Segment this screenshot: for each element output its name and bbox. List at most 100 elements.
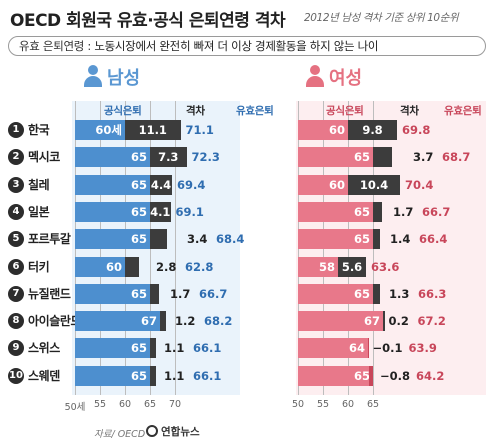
- rank-badge: 1: [8, 122, 24, 138]
- male-gap-bar: [150, 338, 156, 359]
- country-label: 스웨덴: [28, 368, 60, 383]
- male-row: 3 칠레 65 4.4 69.4: [0, 173, 494, 197]
- male-official-value: 65: [130, 204, 147, 219]
- female-gap-bar: [338, 256, 366, 277]
- female-tick-label: 65: [366, 399, 380, 410]
- male-header-gap: 격차: [186, 105, 205, 117]
- male-row: 5 포르투갈 65 3.4 68.4: [0, 227, 494, 251]
- male-row: 8 아이슬란드 67 1.2 68.2: [0, 309, 494, 333]
- chart-title: OECD 회원국 유효·공식 은퇴연령 격차: [10, 11, 286, 31]
- male-tick-label: 55: [93, 399, 107, 410]
- female-official-value: 65: [353, 232, 370, 247]
- male-row: 2 멕시코 65 7.3 72.3: [0, 145, 494, 169]
- male-effective-value: 66.1: [193, 368, 222, 383]
- male-effective-value: 62.8: [185, 259, 214, 274]
- female-gap-value: 5.6: [341, 259, 363, 274]
- male-official-bar: [75, 338, 150, 359]
- male-gap-bar: [160, 311, 166, 332]
- male-tick-label: 60: [118, 399, 132, 410]
- female-gap-bar: [373, 147, 392, 168]
- male-gap-value: 1.1: [164, 368, 185, 383]
- male-official-value: 65: [130, 177, 147, 192]
- male-official-bar: [75, 201, 150, 222]
- female-official-bar: [298, 283, 373, 304]
- country-label: 뉴질랜드: [28, 286, 71, 301]
- female-official-bar: [298, 365, 373, 386]
- country-label: 칠레: [28, 177, 50, 192]
- female-gap-bar: [348, 174, 400, 195]
- female-effective-value: 69.8: [402, 123, 431, 137]
- male-gap-value: 11.1: [138, 123, 167, 137]
- female-row: 65 1.3 66.3: [0, 282, 494, 306]
- male-row: 7 뉴질랜드 65 1.7 66.7: [0, 282, 494, 306]
- female-gap-value: 1.3: [389, 286, 410, 301]
- male-official-bar: [75, 120, 125, 140]
- male-effective-value: 69.1: [175, 204, 204, 219]
- female-effective-value: 66.4: [419, 232, 448, 247]
- female-official-value: 65: [353, 286, 370, 301]
- male-official-bar: [75, 229, 150, 250]
- source-note: 자료/ OECD: [94, 429, 146, 440]
- country-label: 아이슬란드: [28, 314, 82, 329]
- female-official-bar: [298, 147, 373, 168]
- male-gap-value: 1.7: [170, 286, 191, 301]
- male-gap-value: 1.2: [175, 314, 196, 329]
- male-official-bar: [75, 311, 160, 332]
- female-official-value: 65: [353, 204, 370, 219]
- female-official-bar: [298, 338, 368, 359]
- male-official-value: 67: [140, 314, 157, 329]
- female-official-value: 67: [363, 314, 380, 329]
- female-gap-bar: [383, 311, 385, 332]
- country-label: 포르투갈: [28, 232, 71, 247]
- female-gap-bar: [373, 229, 380, 250]
- note-key: 유효 은퇴연령: [19, 39, 85, 53]
- note-sep: :: [84, 39, 95, 53]
- female-row: 65 −0.8 64.2: [0, 364, 494, 388]
- female-official-bar: [298, 174, 348, 195]
- person-body: [84, 76, 102, 87]
- male-gap-bar: [125, 120, 181, 140]
- male-gap-value: 7.3: [158, 150, 179, 165]
- female-effective-value: 63.9: [408, 341, 437, 356]
- female-gap-value: −0.1: [372, 341, 403, 356]
- male-gap-bar: [150, 229, 167, 250]
- female-row: 67 0.2 67.2: [0, 309, 494, 333]
- rank-badge: 5: [8, 231, 24, 248]
- female-gap-value: 1.7: [393, 204, 414, 219]
- female-row: 65 1.7 66.7: [0, 200, 494, 224]
- rank-badge: 8: [8, 313, 24, 330]
- rank-badge: 3: [8, 176, 24, 193]
- female-gap-value: −0.8: [380, 368, 411, 383]
- male-tick-label: 70: [168, 399, 182, 410]
- female-gap-bar: [348, 120, 397, 140]
- female-effective-value: 67.2: [417, 314, 446, 329]
- female-official-bar: [298, 311, 383, 332]
- rank-badge: 9: [8, 340, 24, 357]
- male-effective-value: 69.4: [177, 177, 206, 192]
- male-official-bar: [75, 174, 150, 195]
- rank-badge: 10: [8, 367, 24, 384]
- male-row: 6 터키 60 2.8 62.8: [0, 255, 494, 279]
- female-effective-value: 63.6: [371, 259, 400, 274]
- female-official-value: 58: [318, 259, 335, 274]
- female-heading: 여성: [304, 64, 362, 90]
- male-effective-value: 68.4: [216, 232, 245, 247]
- male-gap-bar: [150, 174, 172, 195]
- male-official-bar: [75, 256, 125, 277]
- person-head: [88, 65, 98, 75]
- male-row: 10 스웨덴 65 1.1 66.1: [0, 364, 494, 388]
- male-header-effective: 유효은퇴: [236, 105, 274, 117]
- yonhap-logo-icon: [146, 425, 158, 437]
- female-official-bar: [298, 120, 348, 140]
- male-tick-label: 65: [143, 399, 157, 410]
- male-gridline: [175, 101, 176, 395]
- female-official-value: 64: [348, 341, 365, 356]
- male-gap-bar: [150, 283, 159, 304]
- rank-badge: 4: [8, 203, 24, 220]
- female-gap-bar: [367, 338, 369, 359]
- male-heading: 남성: [82, 64, 140, 90]
- female-gap-bar: [373, 201, 382, 222]
- female-official-bar: [298, 229, 373, 250]
- definition-note: 유효 은퇴연령 : 노동시장에서 완전히 빠져 더 이상 경제활동을 하지 않는…: [8, 36, 486, 56]
- female-row: 60 10.4 70.4: [0, 173, 494, 197]
